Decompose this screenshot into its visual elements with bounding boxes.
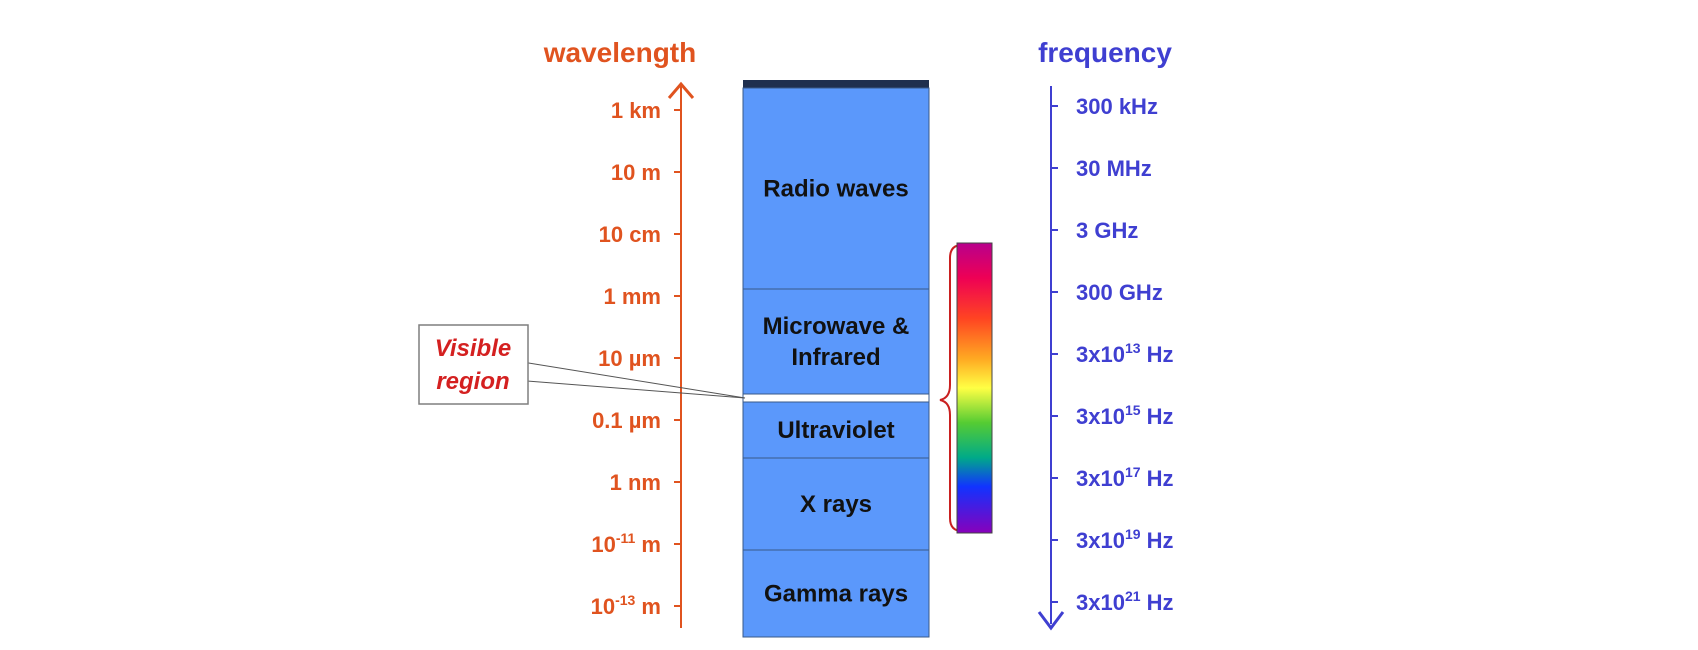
callout-pointer-line — [526, 380, 746, 399]
frequency-arrowhead-icon — [1037, 611, 1065, 631]
wavelength-tick-label-exponent: -13 — [615, 592, 635, 608]
frequency-tick-label-base: 3x10 — [1076, 342, 1125, 367]
visible-region-callout: Visible region — [418, 324, 746, 405]
visible-bracket — [939, 244, 963, 532]
wavelength-tick-label-base: 10 — [591, 594, 615, 619]
band-label: Infrared — [791, 344, 880, 371]
band-label: Microwave & — [763, 313, 910, 340]
visible-gap-band — [742, 393, 930, 403]
frequency-tick-label-base: 3x10 — [1076, 590, 1125, 615]
frequency-tick-label-exponent: 15 — [1125, 402, 1141, 418]
frequency-tick-label-exponent: 13 — [1125, 340, 1141, 356]
band-label: Gamma rays — [764, 581, 908, 608]
frequency-tick-label-unit: Hz — [1141, 404, 1174, 429]
frequency-tick-label-unit: Hz — [1141, 590, 1174, 615]
frequency-tick-label: 3x1017 Hz — [1076, 464, 1174, 491]
band-box — [742, 288, 930, 395]
frequency-tick-label-base: 3x10 — [1076, 466, 1125, 491]
frequency-tick-label: 30 MHz — [1076, 156, 1152, 181]
wavelength-tick-label-base: 10 µm — [598, 346, 661, 371]
callout-label-line-2: region — [436, 368, 509, 395]
wavelength-arrowhead-icon — [667, 81, 695, 99]
wavelength-tick-label-base: 1 km — [611, 98, 661, 123]
frequency-tick-label-base: 300 GHz — [1076, 280, 1163, 305]
wavelength-tick-label-base: 10 cm — [599, 222, 661, 247]
band-label: Radio waves — [763, 176, 908, 203]
frequency-tick-label: 3x1019 Hz — [1076, 526, 1174, 553]
frequency-tick-label-base: 30 MHz — [1076, 156, 1152, 181]
wavelength-tick-label: 1 nm — [610, 470, 661, 495]
frequency-tick-label-unit: Hz — [1141, 342, 1174, 367]
wavelength-tick-label: 1 mm — [604, 284, 661, 309]
callout-box — [418, 324, 529, 405]
wavelength-tick-label: 1 km — [611, 98, 661, 123]
frequency-tick-label-exponent: 17 — [1125, 464, 1141, 480]
wavelength-tick-label: 10-13 m — [591, 592, 661, 619]
frequency-tick-label: 3x1013 Hz — [1076, 340, 1174, 367]
wavelength-tick-label: 10 µm — [598, 346, 661, 371]
frequency-tick-label: 3x1021 Hz — [1076, 588, 1174, 615]
wavelength-axis: wavelength 1 km 10 m 10 cm 1 mm 10 µm 0.1 µm 1… — [543, 37, 696, 628]
frequency-tick-label-base: 3 GHz — [1076, 218, 1138, 243]
frequency-tick-label: 3x1015 Hz — [1076, 402, 1174, 429]
band-label: Ultraviolet — [777, 417, 894, 444]
band-box — [742, 457, 930, 551]
frequency-tick-label-unit: Hz — [1141, 528, 1174, 553]
band-box — [742, 549, 930, 638]
wavelength-tick-label-base: 1 mm — [604, 284, 661, 309]
frequency-tick-label: 300 kHz — [1076, 94, 1158, 119]
frequency-tick-label: 300 GHz — [1076, 280, 1163, 305]
frequency-tick-label-unit: Hz — [1141, 466, 1174, 491]
frequency-tick-label: 3 GHz — [1076, 218, 1138, 243]
frequency-tick-label-base: 3x10 — [1076, 404, 1125, 429]
visible-spectrum-bar — [956, 242, 993, 534]
frequency-tick-label-base: 3x10 — [1076, 528, 1125, 553]
wavelength-tick-label: 10-11 m — [591, 530, 661, 557]
wavelength-tick-label: 0.1 µm — [592, 408, 661, 433]
band-box — [742, 401, 930, 459]
bands-top-cap — [743, 80, 929, 88]
frequency-tick-label-exponent: 19 — [1125, 526, 1141, 542]
wavelength-tick-label-exponent: -11 — [616, 530, 636, 546]
wavelength-tick-label-base: 10 m — [611, 160, 661, 185]
callout-label-line-1: Visible — [435, 335, 511, 362]
band-box — [742, 87, 930, 290]
band-label: X rays — [800, 491, 872, 518]
frequency-axis-title: frequency — [1038, 37, 1172, 68]
callout-pointer-line — [509, 359, 746, 399]
frequency-tick-label-exponent: 21 — [1125, 588, 1141, 604]
visible-spectrum — [939, 242, 993, 534]
spectrum-bands: Radio waves Microwave & Infrared Ultraviole… — [742, 80, 930, 638]
wavelength-tick-label-base: 0.1 µm — [592, 408, 661, 433]
wavelength-tick-label: 10 cm — [599, 222, 661, 247]
wavelength-tick-label-base: 1 nm — [610, 470, 661, 495]
wavelength-tick-label: 10 m — [611, 160, 661, 185]
frequency-tick-label-base: 300 kHz — [1076, 94, 1158, 119]
wavelength-tick-label-base: 10 — [591, 532, 615, 557]
wavelength-tick-label-unit: m — [635, 532, 661, 557]
wavelength-tick-label-unit: m — [635, 594, 661, 619]
wavelength-axis-title: wavelength — [543, 37, 696, 68]
